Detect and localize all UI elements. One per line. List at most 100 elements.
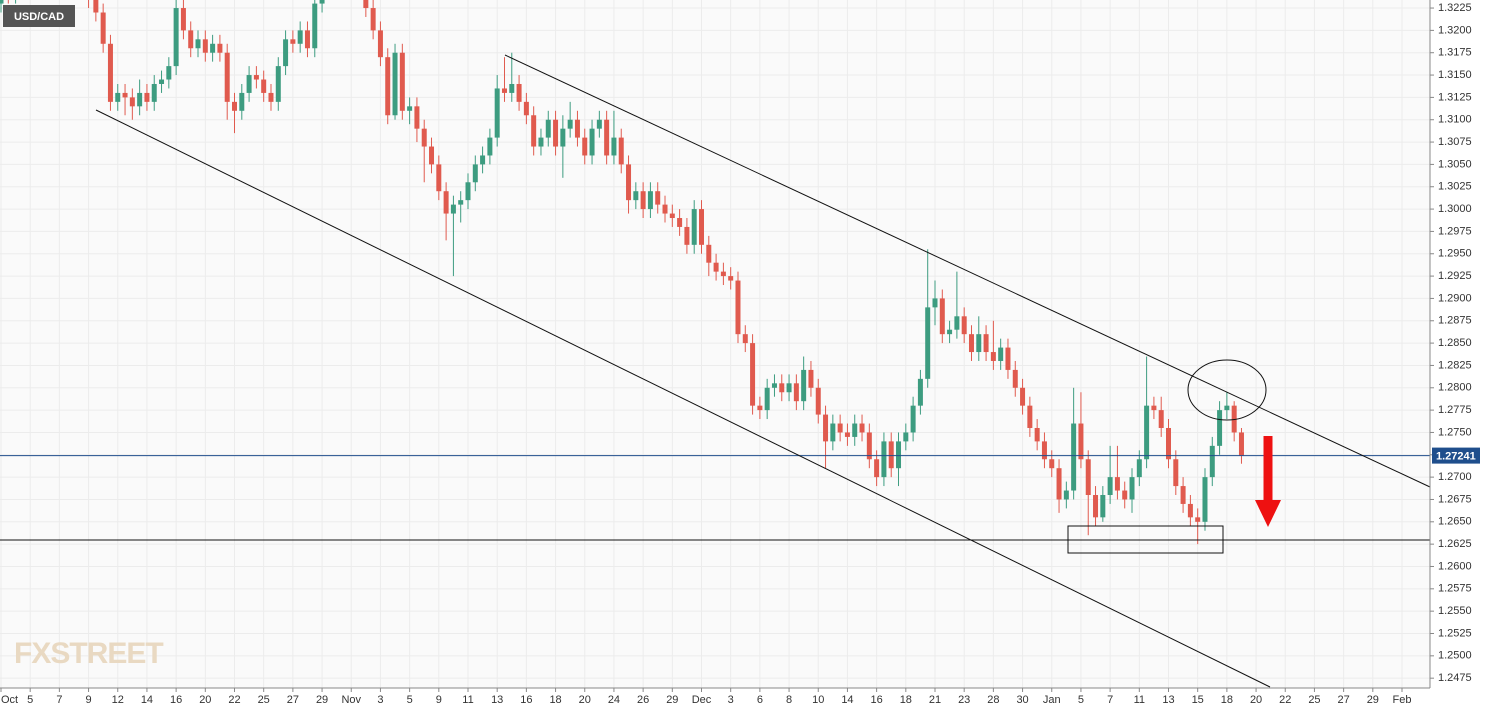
candle-body [896, 441, 902, 469]
candle-body [1093, 495, 1099, 518]
y-tick-label: 1.3175 [1438, 47, 1472, 59]
candle-body [283, 39, 289, 67]
y-tick-label: 1.2975 [1438, 225, 1472, 237]
candle-body [472, 164, 478, 183]
candle-body [998, 347, 1004, 361]
candle-body [808, 369, 814, 388]
candle-body [1238, 432, 1244, 456]
x-tick-label: 20 [1250, 694, 1262, 706]
candle-body [757, 405, 763, 411]
candle-body [735, 280, 741, 335]
candle-body [144, 92, 150, 102]
candle-body [159, 79, 165, 84]
upper-trendline [504, 54, 1431, 488]
candle-body [392, 52, 398, 116]
x-tick-label: 25 [258, 694, 270, 706]
candle-body [728, 276, 734, 281]
candle-body [414, 106, 420, 129]
x-tick-label: 21 [929, 694, 941, 706]
x-tick-label: 18 [900, 694, 912, 706]
x-tick-label: 5 [27, 694, 33, 706]
x-tick-label: 27 [287, 694, 299, 706]
candle-body [516, 83, 522, 102]
y-tick-label: 1.3075 [1438, 136, 1472, 148]
watermark: FXSTREET [14, 637, 163, 670]
candle-body [450, 204, 456, 214]
x-tick-label: 29 [666, 694, 678, 706]
x-tick-label: 15 [1192, 694, 1204, 706]
candle-body [122, 92, 128, 98]
candle-body [107, 43, 113, 102]
candle-body [1158, 410, 1164, 428]
candle-body [713, 262, 719, 272]
y-tick-label: 1.3100 [1438, 114, 1472, 126]
last-price-label: 1.27241 [1436, 451, 1476, 463]
candle-body [793, 383, 799, 402]
candle-body [954, 316, 960, 330]
candle-body [589, 128, 595, 156]
y-tick-label: 1.2800 [1438, 382, 1472, 394]
x-tick-label: Oct [1, 694, 18, 706]
candle-body [458, 200, 464, 205]
candle-body [874, 459, 880, 478]
x-tick-label: 16 [871, 694, 883, 706]
x-tick-label: 14 [841, 694, 853, 706]
x-tick-label: 8 [786, 694, 792, 706]
x-tick-label: 9 [436, 694, 442, 706]
last-price-box [1432, 447, 1480, 464]
lower-trendline [95, 109, 1271, 688]
candle-body [903, 432, 909, 442]
y-tick-label: 1.2675 [1438, 493, 1472, 505]
candle-body [421, 128, 427, 147]
candle-body [640, 191, 646, 210]
arrow-head [1255, 500, 1281, 527]
candle-body [1107, 477, 1113, 496]
candle-body [596, 119, 602, 129]
x-tick-label: 16 [520, 694, 532, 706]
candle-body [844, 432, 850, 437]
x-tick-label: 16 [170, 694, 182, 706]
candle-body [1151, 405, 1157, 411]
candle-body [750, 343, 756, 406]
x-tick-label: 29 [1367, 694, 1379, 706]
candle-body [662, 204, 668, 214]
candle-body [866, 432, 872, 460]
candle-body [137, 92, 143, 107]
candles [0, 0, 1430, 545]
candle-body [823, 414, 829, 442]
candle-body [523, 101, 529, 116]
candle-body [1209, 445, 1215, 478]
candle-body [1100, 495, 1106, 518]
x-tick-label: Feb [1393, 694, 1412, 706]
candle-body [1224, 405, 1230, 411]
y-tick-label: 1.2850 [1438, 337, 1472, 349]
candle-body [377, 30, 383, 58]
candle-body [582, 137, 588, 156]
candle-body [604, 119, 610, 156]
y-tick-label: 1.2750 [1438, 426, 1472, 438]
candle-body [188, 30, 194, 49]
x-tick-label: 29 [316, 694, 328, 706]
candle-body [1085, 459, 1091, 496]
resistance-circle [1187, 359, 1267, 421]
x-tick-label: 6 [757, 694, 763, 706]
candle-body [480, 155, 486, 165]
axis-labels: 1.2475 1.2500 1.2525 1.2550 1.2575 1.2600 1.26… [0, 2, 1472, 706]
x-tick-label: 30 [1016, 694, 1028, 706]
candle-body [786, 383, 792, 393]
x-tick-label: 12 [112, 694, 124, 706]
candle-body [407, 106, 413, 111]
candle-body [837, 423, 843, 433]
candle-body [574, 119, 580, 138]
candle-body [100, 12, 106, 44]
y-tick-label: 1.2550 [1438, 605, 1472, 617]
candle-body [429, 146, 435, 165]
candle-body [553, 119, 559, 147]
candle-body [1180, 486, 1186, 504]
candle-body [166, 66, 172, 80]
x-tick-label: 25 [1308, 694, 1320, 706]
candle-body [253, 75, 259, 80]
candle-body [1202, 477, 1208, 522]
candle-body [268, 92, 274, 102]
candle-body [538, 137, 544, 147]
